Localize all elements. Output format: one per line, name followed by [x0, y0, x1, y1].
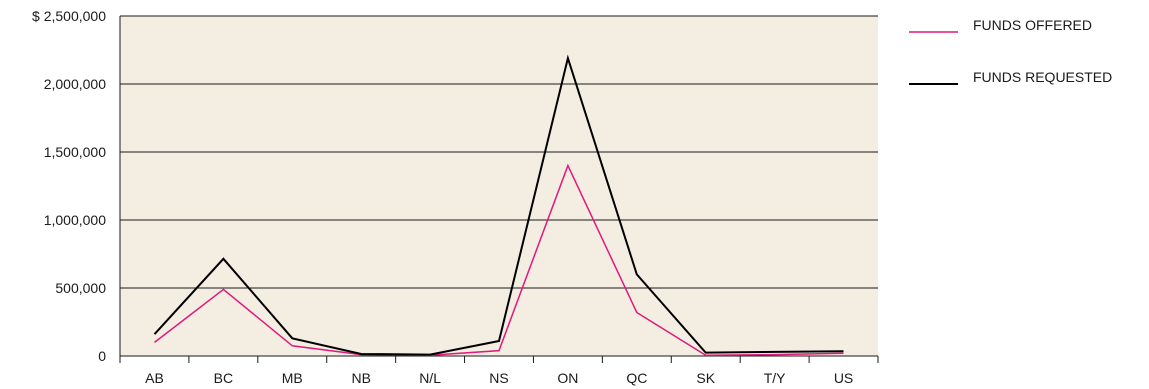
- legend-funds-requested-label: FUNDS REQUESTED: [973, 69, 1112, 85]
- x-axis-ticks: AB BC MB NB N/L NS ON QC SK T/Y US: [119, 356, 879, 386]
- y-tick-label: $ 2,500,000: [32, 8, 106, 24]
- x-tick-label: US: [834, 370, 853, 386]
- y-axis-ticks: 0 500,000 1,000,000 1,500,000 2,000,000 $ 2,5…: [32, 8, 106, 364]
- legend-funds-offered-label: FUNDS OFFERED: [973, 17, 1092, 33]
- legend: FUNDS OFFERED FUNDS REQUESTED: [909, 17, 1112, 85]
- x-tick-label: T/Y: [764, 370, 786, 386]
- y-tick-label: 500,000: [55, 280, 106, 296]
- y-tick-label: 0: [98, 348, 106, 364]
- series-lines: [153, 54, 844, 357]
- x-tick-label: SK: [696, 370, 715, 386]
- x-tick-label: MB: [282, 370, 303, 386]
- axes: [119, 16, 878, 357]
- x-tick-label: ON: [557, 370, 578, 386]
- gridlines: [120, 15, 878, 289]
- x-tick-label: AB: [145, 370, 164, 386]
- series-line-funds-offered: [154, 163, 844, 357]
- y-tick-label: 2,000,000: [44, 76, 106, 92]
- series-line-funds-requested: [153, 54, 844, 356]
- x-tick-label: QC: [626, 370, 647, 386]
- x-tick-label: NS: [489, 370, 508, 386]
- y-tick-label: 1,500,000: [44, 144, 106, 160]
- x-tick-label: BC: [214, 370, 233, 386]
- x-tick-label: NB: [351, 370, 370, 386]
- x-tick-label: N/L: [419, 370, 441, 386]
- y-tick-label: 1,000,000: [44, 212, 106, 228]
- plot-background: [120, 16, 878, 356]
